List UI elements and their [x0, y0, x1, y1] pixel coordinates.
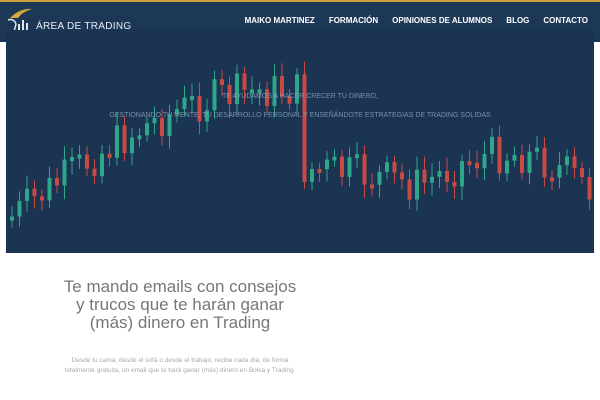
main-nav: MAIKO MARTINEZ FORMACIÓN OPINIONES DE AL… — [245, 16, 588, 25]
candle — [377, 165, 382, 198]
headline: Te mando emails con consejos y trucos qu… — [63, 277, 297, 332]
candle — [85, 146, 89, 177]
candle — [400, 163, 404, 190]
logo[interactable]: ÁREA DE TRADING — [6, 4, 131, 34]
candle — [415, 156, 419, 211]
description: Desde tu cama, desde el sofá o desde el … — [64, 357, 296, 374]
candle — [220, 70, 224, 97]
candle — [467, 149, 472, 175]
candle — [145, 116, 149, 142]
candle — [47, 166, 52, 208]
hero-line-2: GESTIONANDO TU MENTE, TU DESARROLLO PERS… — [109, 112, 491, 119]
candle — [257, 82, 262, 106]
candle — [242, 66, 247, 104]
candle — [122, 115, 127, 162]
nav-opiniones[interactable]: OPINIONES DE ALUMNOS — [392, 16, 493, 25]
candle — [347, 147, 352, 187]
candle — [317, 162, 322, 182]
candle — [167, 104, 172, 149]
nav-maiko-martinez[interactable]: MAIKO MARTINEZ — [244, 16, 315, 25]
candle — [565, 149, 569, 176]
nav-blog[interactable]: BLOG — [506, 16, 530, 25]
candle — [235, 64, 239, 115]
candle — [362, 145, 367, 198]
candle — [250, 76, 254, 105]
candle — [572, 147, 577, 179]
candle — [340, 149, 344, 187]
candle — [100, 145, 104, 184]
candle — [62, 146, 67, 200]
candle — [460, 154, 464, 201]
candle — [505, 153, 509, 182]
candle — [535, 135, 539, 161]
candle — [280, 63, 284, 105]
candle — [430, 163, 434, 196]
candle — [40, 189, 44, 211]
candle — [160, 109, 164, 146]
candle — [295, 68, 299, 114]
candle — [212, 70, 217, 120]
candle — [445, 157, 449, 193]
nav-contacto[interactable]: CONTACTO — [543, 16, 588, 25]
candle — [137, 128, 142, 148]
candle — [370, 173, 374, 197]
candle — [55, 168, 59, 193]
candle — [77, 145, 82, 169]
candle — [70, 147, 74, 175]
nav-formacion[interactable]: FORMACIÓN — [328, 16, 379, 25]
candle — [557, 151, 562, 189]
candle — [130, 128, 134, 166]
candle — [175, 99, 179, 123]
candle — [107, 144, 112, 167]
candle — [452, 170, 457, 200]
candle — [197, 82, 202, 135]
candlestick-background — [10, 61, 592, 228]
candle — [512, 146, 517, 167]
candle — [32, 180, 37, 209]
candle — [265, 81, 269, 113]
candle — [302, 61, 307, 190]
eagle-logo-icon — [7, 8, 32, 33]
candle — [182, 85, 187, 117]
candle — [332, 149, 337, 167]
candle — [287, 89, 292, 110]
candle — [355, 142, 359, 168]
candle — [542, 136, 547, 187]
candle — [17, 191, 22, 227]
candle — [520, 144, 524, 180]
candle — [527, 144, 532, 185]
candle — [190, 83, 194, 113]
candle — [475, 150, 479, 179]
candle — [437, 160, 442, 189]
hero-banner: TE AYUDAMOS A HACER CRECER TU DINERO, GE… — [6, 30, 594, 253]
candle — [310, 162, 314, 191]
hero-line-1: TE AYUDAMOS A HACER CRECER TU DINERO, — [221, 93, 379, 100]
candle — [325, 151, 329, 182]
candle — [392, 155, 397, 184]
candle — [25, 175, 29, 212]
candle — [482, 140, 487, 181]
candle — [497, 125, 502, 181]
candle — [227, 76, 232, 118]
candle — [152, 106, 157, 135]
candle — [407, 169, 412, 209]
candle — [115, 112, 119, 166]
candle — [550, 169, 554, 191]
candle — [272, 64, 277, 118]
candle — [580, 161, 584, 184]
candle — [385, 155, 389, 180]
candle — [422, 156, 427, 195]
candle — [587, 167, 592, 210]
logo-text: ÁREA DE TRADING — [36, 21, 132, 32]
candle — [205, 99, 209, 132]
candle — [92, 159, 97, 185]
candle — [10, 206, 14, 228]
candle — [490, 127, 494, 164]
